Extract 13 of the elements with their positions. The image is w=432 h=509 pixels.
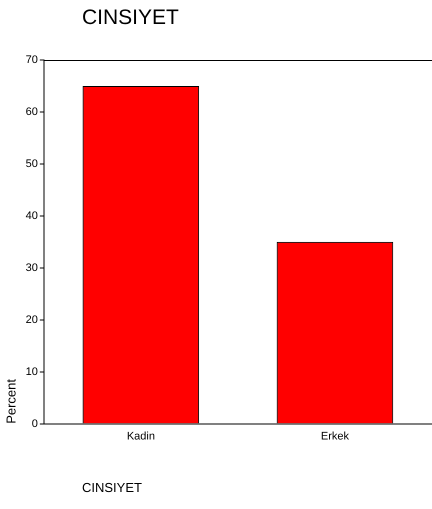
y-tick-label: 30: [26, 262, 38, 274]
y-tick-label: 0: [32, 418, 38, 430]
chart-title: CINSIYET: [82, 6, 179, 30]
y-tick-label: 20: [26, 314, 38, 326]
y-tick-label: 70: [26, 54, 38, 66]
x-tick-label: Erkek: [320, 430, 350, 442]
y-tick-label: 10: [26, 366, 38, 378]
y-tick-label: 60: [26, 106, 38, 118]
x-tick-label: Kadin: [126, 430, 155, 442]
y-axis-title: Percent: [3, 378, 18, 424]
x-axis-title: CINSIYET: [82, 480, 142, 495]
y-tick-label: 40: [26, 210, 38, 222]
y-tick-label: 50: [26, 158, 38, 170]
